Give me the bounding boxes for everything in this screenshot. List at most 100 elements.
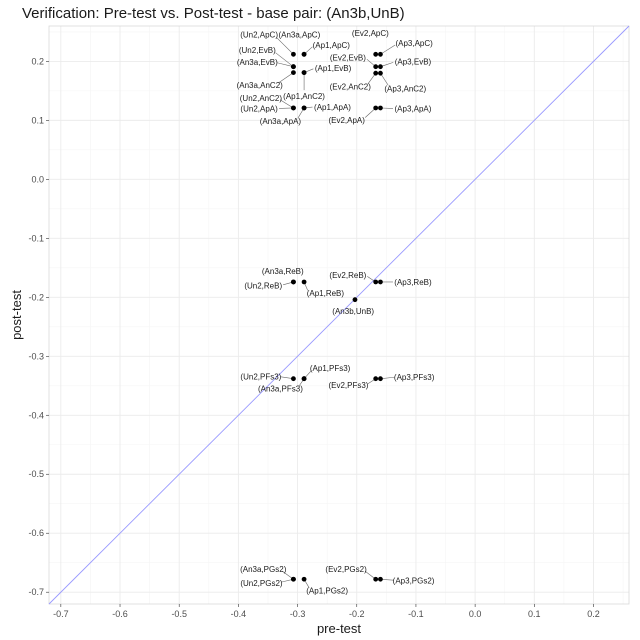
data-point — [378, 376, 383, 382]
point-label: (Ap1,AnC2) — [283, 92, 325, 101]
point-label: (Ap1,ApC) — [313, 41, 351, 50]
point-label: (An3b,UnB) — [332, 307, 374, 316]
point-label: (Un2,ApA) — [240, 105, 278, 114]
x-tick-label: 0.2 — [587, 609, 600, 619]
data-point — [291, 64, 296, 70]
label-leader — [278, 72, 294, 84]
y-tick-label: -0.5 — [28, 469, 44, 479]
data-point — [378, 105, 383, 111]
y-tick-label: 0.0 — [31, 174, 44, 184]
point-label: (Ap3,ApA) — [395, 105, 432, 114]
x-tick-label: -0.7 — [53, 609, 69, 619]
data-point — [373, 70, 379, 76]
data-point — [291, 279, 296, 285]
data-point — [291, 105, 296, 111]
label-leader — [277, 62, 294, 67]
point-label: (An3a,PGs2) — [240, 565, 287, 574]
y-tick-label: -0.3 — [28, 351, 44, 361]
label-leader — [279, 99, 294, 109]
data-point — [301, 105, 307, 111]
data-point — [301, 576, 307, 582]
data-point — [291, 376, 296, 382]
point-label: (Ap3,ReB) — [394, 278, 432, 287]
point-label: (Un2,ReB) — [244, 282, 282, 291]
point-label: (An3a,ReB) — [262, 267, 304, 276]
point-label: (Ev2,ApC) — [352, 29, 389, 38]
data-point — [301, 70, 307, 75]
x-tick-label: -0.1 — [408, 609, 424, 619]
reference-line — [48, 25, 630, 605]
data-point — [301, 51, 307, 57]
point-label: (Ap3,PFs3) — [394, 373, 435, 382]
y-axis-title: post-test — [9, 290, 24, 340]
point-label: (Un2,PGs2) — [240, 579, 283, 588]
point-label: (An3a,PFs3) — [258, 385, 303, 394]
y-tick-label: -0.2 — [28, 292, 44, 302]
reference-line-group — [48, 25, 630, 605]
data-point — [373, 376, 379, 382]
data-points — [291, 51, 383, 582]
data-point — [378, 279, 383, 285]
data-point — [373, 64, 379, 70]
x-axis-title: pre-test — [317, 621, 361, 636]
point-label: (Ev2,EvB) — [330, 53, 366, 62]
x-tick-label: -0.5 — [171, 609, 187, 619]
label-leader — [380, 73, 389, 86]
chart-title: Verification: Pre-test vs. Post-test - b… — [22, 5, 405, 22]
data-point — [378, 576, 383, 582]
point-label: (Ev2,ApA) — [328, 116, 365, 125]
data-point — [291, 51, 296, 57]
x-tick-label: 0.0 — [469, 609, 482, 619]
y-tick-label: 0.2 — [31, 56, 44, 66]
data-point — [378, 64, 383, 70]
x-tick-label: -0.4 — [231, 609, 247, 619]
point-label: (Ev2,PFs3) — [328, 381, 368, 390]
data-point — [378, 51, 383, 57]
point-label: (An3a,ApA) — [260, 117, 302, 126]
x-tick-label: 0.1 — [528, 609, 541, 619]
x-tick-label: -0.3 — [290, 609, 306, 619]
y-tick-label: -0.4 — [28, 410, 44, 420]
y-tick-label: 0.1 — [31, 115, 44, 125]
point-label: (Ev2,ReB) — [329, 271, 366, 280]
data-point — [291, 70, 296, 75]
grid — [49, 26, 629, 604]
y-tick-label: -0.6 — [28, 528, 44, 538]
point-label: (Un2,EvB) — [239, 46, 276, 55]
point-label: (An3a,EvB) — [237, 58, 278, 67]
x-axis: -0.7 -0.6 -0.5 -0.4 -0.3 -0.2 -0.1 0.0 0.1 0.2 — [53, 604, 600, 619]
x-tick-label: -0.2 — [349, 609, 365, 619]
point-label: (An3a,AnC2) — [237, 81, 284, 90]
y-tick-label: -0.7 — [28, 587, 44, 597]
y-tick-label: -0.1 — [28, 233, 44, 243]
point-label: (Un2,AnC2) — [240, 94, 283, 103]
point-label: (Ap3,AnC2) — [384, 85, 426, 94]
data-point — [291, 576, 296, 582]
point-label: (Ap1,PGs2) — [306, 586, 348, 595]
point-label: (Un2,ApC) — [240, 30, 278, 39]
y-axis: -0.7 -0.6 -0.5 -0.4 -0.3 -0.2 -0.1 0.0 0.1 0.2 — [28, 56, 49, 597]
data-point — [373, 105, 379, 111]
point-label: (Ev2,AnC2) — [330, 83, 372, 92]
x-tick-label: -0.6 — [112, 609, 128, 619]
point-label: (An3a,ApC) — [278, 30, 320, 39]
point-label: (Un2,PFs3) — [240, 372, 281, 381]
data-point — [373, 279, 379, 285]
point-label: (Ap3,PGs2) — [393, 576, 435, 585]
point-label: (Ap1,EvB) — [315, 64, 352, 73]
point-label: (Ap3,ApC) — [395, 39, 433, 48]
plot-panel — [48, 25, 630, 605]
point-label: (Ap1,ReB) — [307, 289, 345, 298]
data-point — [352, 297, 358, 303]
data-point — [378, 70, 383, 76]
data-point — [301, 376, 307, 382]
data-point — [301, 279, 307, 285]
label-leader — [276, 37, 294, 55]
point-label: (Ev2,PGs2) — [325, 565, 367, 574]
point-label: (Ap1,ApA) — [314, 103, 351, 112]
label-leader — [380, 44, 396, 55]
data-point — [373, 576, 379, 582]
point-label: (Ap1,PFs3) — [310, 364, 351, 373]
